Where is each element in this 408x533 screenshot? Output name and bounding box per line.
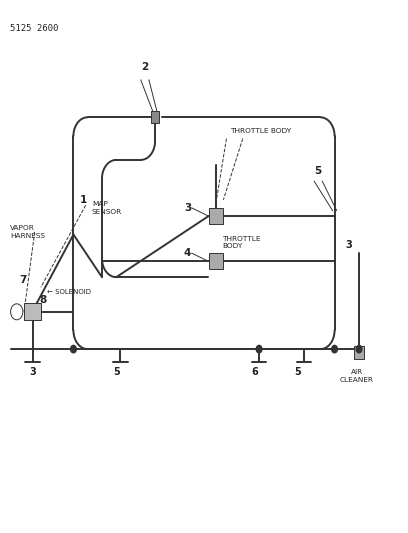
Text: 5: 5 <box>315 166 322 175</box>
Text: 6: 6 <box>252 367 258 377</box>
Text: 3: 3 <box>346 240 352 250</box>
Bar <box>24 303 41 320</box>
Text: 7: 7 <box>19 275 26 285</box>
Text: 4: 4 <box>184 248 191 258</box>
Bar <box>151 111 159 123</box>
Text: 5: 5 <box>295 367 301 377</box>
Circle shape <box>256 345 262 353</box>
Text: 5: 5 <box>113 367 120 377</box>
Text: 3: 3 <box>29 367 36 377</box>
Circle shape <box>332 345 337 353</box>
Text: 1: 1 <box>80 195 87 205</box>
Text: THROTTLE BODY: THROTTLE BODY <box>231 127 292 134</box>
Text: ← SOLENOID: ← SOLENOID <box>47 289 91 295</box>
Circle shape <box>11 304 23 320</box>
Text: AIR
CLEANER: AIR CLEANER <box>340 369 374 383</box>
Circle shape <box>71 345 76 353</box>
Text: MAP
SENSOR: MAP SENSOR <box>92 201 122 215</box>
Text: 5125 2600: 5125 2600 <box>10 24 59 33</box>
Text: 2: 2 <box>141 62 149 71</box>
Bar <box>209 253 223 269</box>
Bar <box>354 346 364 359</box>
Text: THROTTLE
BODY: THROTTLE BODY <box>222 236 261 249</box>
Text: 8: 8 <box>39 295 47 304</box>
Text: VAPOR
HARNESS: VAPOR HARNESS <box>10 225 45 239</box>
Bar <box>209 208 223 224</box>
Text: 3: 3 <box>184 203 191 213</box>
Circle shape <box>356 345 362 353</box>
